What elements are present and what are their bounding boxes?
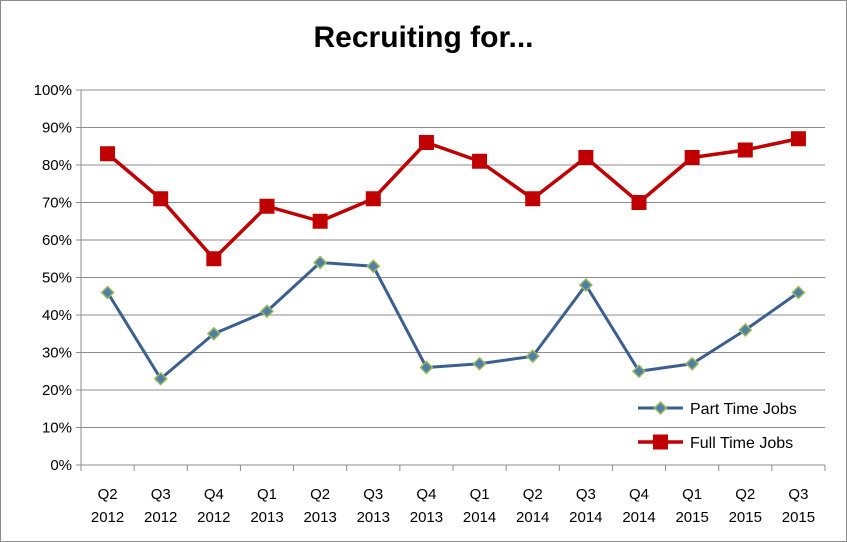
data-point: [312, 213, 328, 229]
x-tick-label: Q2: [523, 486, 543, 503]
y-tick-label: 30%: [42, 345, 72, 362]
x-tick-label: 2014: [569, 509, 602, 526]
x-tick-label: 2015: [782, 509, 815, 526]
data-point: [737, 142, 753, 158]
x-tick-label: Q2: [735, 486, 755, 503]
data-point: [631, 364, 647, 379]
x-tick-label: 2013: [410, 509, 443, 526]
y-tick-label: 80%: [42, 157, 72, 174]
data-point: [100, 146, 116, 162]
y-tick-label: 90%: [42, 120, 72, 137]
x-tick-label: Q3: [788, 486, 808, 503]
x-axis-ticks: Q2 2012 Q3 2012 Q4 2012 Q1 2013 Q2 2013 Q3 2013 Q4 20…: [91, 486, 815, 526]
data-point: [153, 371, 168, 386]
y-tick-label: 20%: [42, 382, 72, 399]
data-point: [153, 191, 169, 207]
y-tick-label: 100%: [34, 82, 72, 99]
data-point: [578, 150, 594, 165]
y-tick-label: 0%: [50, 457, 72, 474]
axes: [76, 89, 826, 471]
x-tick-label: 2012: [197, 509, 230, 526]
series-square: [100, 131, 806, 267]
data-point: [259, 198, 275, 214]
y-tick-label: 60%: [42, 232, 72, 249]
x-tick-label: 2012: [91, 509, 124, 526]
data-point: [578, 277, 593, 293]
y-tick-label: 40%: [42, 307, 72, 324]
data-point: [206, 326, 221, 341]
x-tick-label: Q4: [416, 486, 436, 503]
x-tick-label: Q3: [363, 486, 383, 503]
data-point: [366, 259, 381, 274]
x-tick-label: 2013: [250, 509, 283, 526]
series-line: [106, 261, 800, 381]
data-point: [653, 434, 668, 450]
data-point: [206, 251, 222, 267]
x-tick-label: 2012: [144, 509, 177, 526]
data-point: [100, 285, 115, 300]
data-point: [259, 304, 275, 319]
data-point: [418, 135, 434, 150]
data-point: [472, 356, 487, 371]
x-tick-label: 2013: [357, 509, 390, 526]
y-tick-label: 70%: [42, 195, 72, 212]
x-tick-label: 2015: [675, 509, 708, 526]
x-tick-label: 2014: [622, 509, 655, 526]
x-tick-label: Q3: [576, 486, 596, 503]
series-diamond: [100, 255, 806, 386]
y-axis-ticks: 0% 10% 20% 30% 40% 50% 60% 70% 80% 90% 100%: [34, 82, 72, 474]
legend-label: Full Time Jobs: [690, 435, 793, 452]
data-point: [653, 400, 668, 416]
data-point: [790, 131, 806, 147]
x-tick-label: Q1: [682, 486, 702, 503]
gridlines: [81, 89, 825, 428]
legend-label: Part Time Jobs: [690, 401, 797, 418]
x-tick-label: 2015: [729, 509, 762, 526]
chart-title: Recruiting for...: [313, 21, 534, 54]
y-tick-label: 10%: [42, 420, 72, 437]
data-point: [525, 349, 540, 364]
x-tick-label: Q3: [151, 486, 171, 503]
data-point: [685, 356, 700, 371]
x-tick-label: Q1: [257, 486, 277, 503]
data-point: [365, 191, 381, 207]
x-tick-label: Q4: [629, 486, 649, 503]
series-line: [106, 137, 799, 261]
x-tick-label: 2014: [463, 509, 496, 526]
series: [100, 131, 806, 386]
x-tick-label: Q2: [310, 486, 330, 503]
x-tick-label: Q1: [470, 486, 490, 503]
data-point: [472, 153, 488, 169]
data-point: [313, 255, 328, 270]
y-tick-label: 50%: [42, 270, 72, 287]
x-tick-label: 2013: [303, 509, 336, 526]
data-point: [525, 191, 541, 207]
x-tick-label: 2014: [516, 509, 549, 526]
data-point: [738, 322, 753, 338]
legend: Part Time Jobs Full Time Jobs: [638, 400, 797, 452]
x-tick-label: Q2: [98, 486, 118, 503]
data-point: [631, 195, 647, 210]
data-point: [684, 150, 700, 165]
data-point: [791, 285, 806, 300]
data-point: [419, 360, 434, 375]
x-tick-label: Q4: [204, 486, 224, 503]
